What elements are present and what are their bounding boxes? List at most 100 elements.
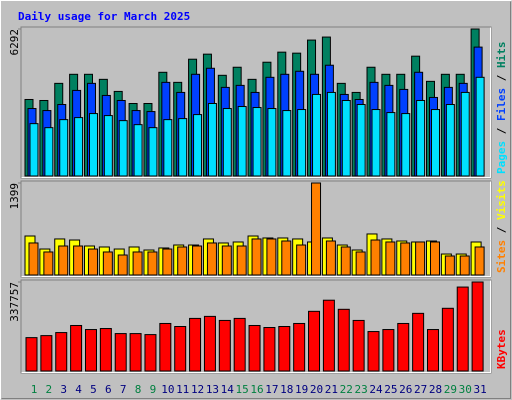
bar [43,251,54,276]
bar [337,308,350,372]
panel-bevel [21,27,491,178]
bar [206,242,217,276]
bar [386,112,396,177]
legend-entry: KBytes [495,329,508,369]
x-tick-label: 13 [206,383,219,396]
bar [222,108,232,177]
bar [416,99,426,177]
bar [193,114,203,177]
legend-entry: Files [495,88,508,121]
bar [237,106,247,177]
bar [251,238,262,276]
bar [207,103,217,177]
bar [58,245,69,276]
bar [73,245,84,276]
bar [426,329,439,372]
bar [312,93,322,177]
bar [59,119,69,177]
bar [70,324,83,372]
bar [293,322,306,372]
x-tick-label: 6 [105,383,112,396]
bar [471,281,484,372]
bar [308,310,321,372]
legend-entry: Visits [495,180,508,220]
x-tick-label: 4 [75,383,82,396]
x-tick-label: 5 [90,383,97,396]
bar [252,107,262,177]
bar [117,254,128,276]
x-tick-label: 2 [46,383,53,396]
bar [192,245,203,276]
x-tick-label: 20 [310,383,323,396]
bar [248,324,261,372]
bar [385,241,396,276]
x-tick-label: 3 [60,383,67,396]
legend-entry: Hits [495,42,508,69]
x-tick-label: 8 [135,383,142,396]
bar [133,124,143,177]
bar [29,123,39,177]
bar [444,255,455,276]
bar [28,242,39,276]
panel-bevel [21,181,491,277]
bar [311,182,322,276]
x-tick-label: 23 [355,383,368,396]
bar [74,117,84,177]
bar [460,91,470,177]
bar [340,246,351,276]
x-tick-label: 31 [473,383,486,396]
x-tick-label: 27 [414,383,427,396]
bar [132,251,143,276]
bar [178,118,188,177]
bar [84,329,97,372]
bar [263,327,276,372]
bar [88,113,98,177]
legend: Pages / Files / Hits [495,42,508,175]
bar [144,334,157,372]
x-tick-label: 1 [31,383,38,396]
x-tick-label: 7 [120,383,127,396]
legend-separator: / [495,121,508,141]
bar [25,337,38,372]
legend-separator: / [495,68,508,88]
x-tick-label: 15 [236,383,249,396]
bar [221,245,232,276]
bar [203,315,216,372]
bar [40,335,53,372]
x-tick-label: 22 [340,383,353,396]
bar [326,91,336,177]
legend: KBytes [495,329,508,369]
bar [267,108,277,177]
x-tick-label: 16 [250,383,263,396]
bar [322,299,335,372]
x-tick-label: 19 [295,383,308,396]
bar [266,238,277,276]
x-tick-label: 28 [429,383,442,396]
bar [341,99,351,177]
x-tick-label: 17 [265,383,278,396]
bar [147,251,158,276]
x-tick-label: 12 [191,383,204,396]
bar [325,240,336,276]
x-tick-label: 11 [176,383,189,396]
legend: Sites / Visits [495,180,508,273]
x-tick-label: 18 [280,383,293,396]
bar [367,331,380,372]
bar [429,241,440,276]
x-tick-label: 30 [459,383,472,396]
legend-separator: / [495,220,508,240]
bar [159,322,172,372]
bar [114,333,127,372]
bar [177,246,188,276]
bar [103,115,113,177]
bar [415,241,426,276]
bar [218,319,231,372]
bar [430,109,440,177]
bar [282,110,292,177]
bar [163,119,173,177]
bar [189,317,202,372]
bar [370,239,381,276]
bar [474,246,485,276]
